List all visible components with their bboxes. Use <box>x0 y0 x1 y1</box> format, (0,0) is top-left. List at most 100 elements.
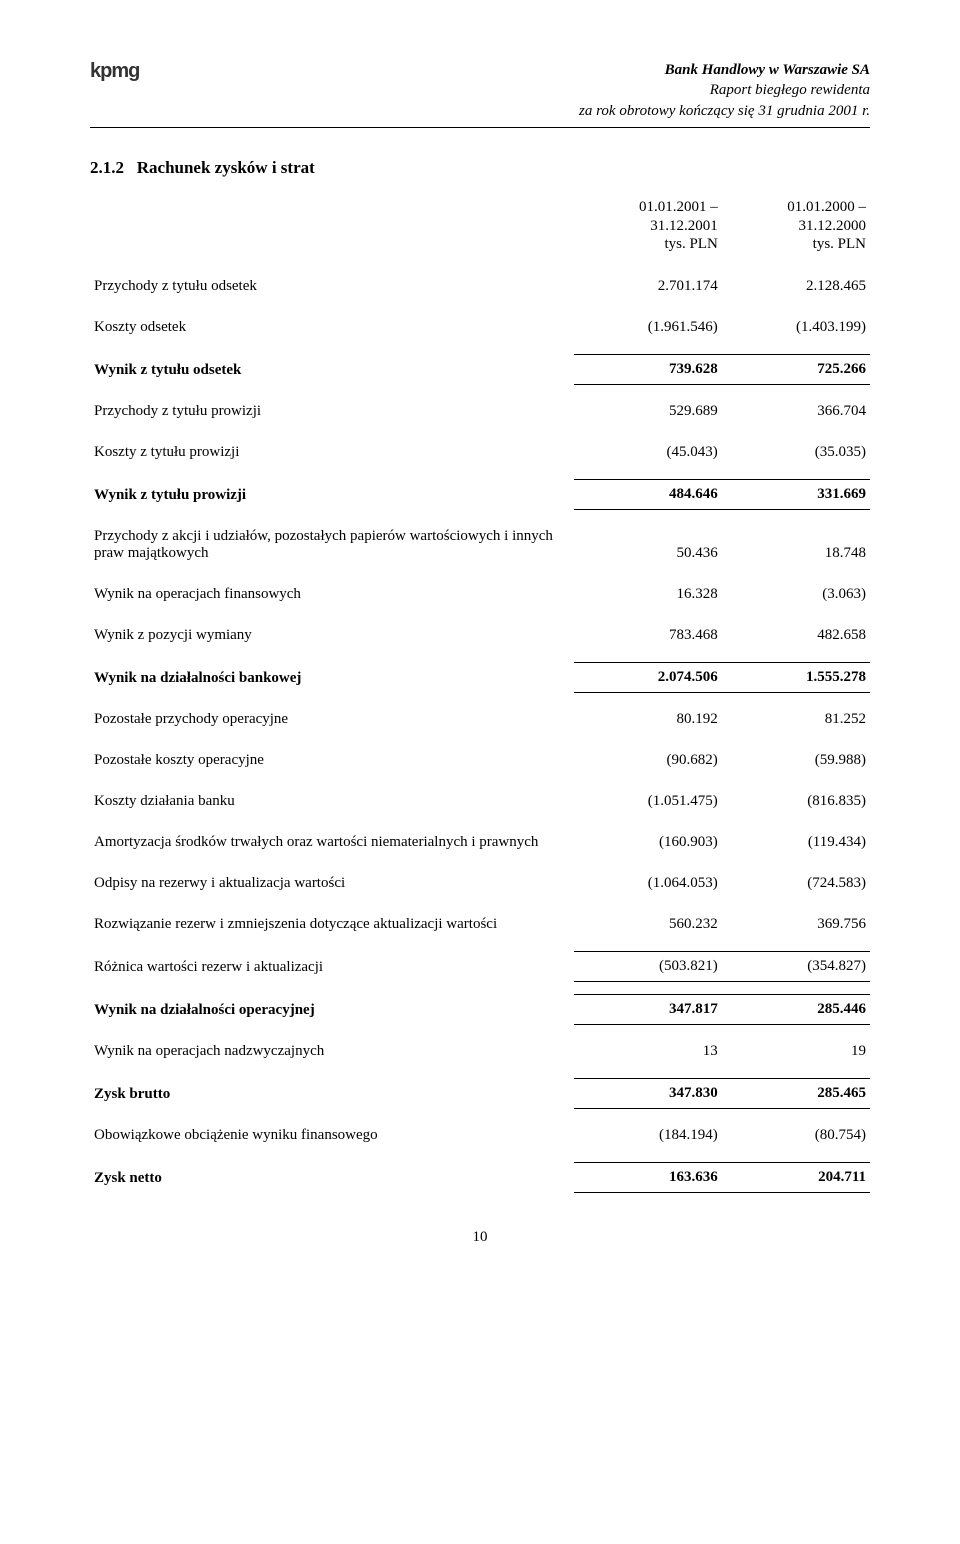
col2-line3: tys. PLN <box>813 236 866 252</box>
company-name: Bank Handlowy w Warszawie SA <box>579 60 870 80</box>
row-value-2: (816.835) <box>722 787 870 816</box>
table-row: Przychody z tytułu odsetek2.701.1742.128… <box>90 272 870 301</box>
col1-line2: 31.12.2001 <box>650 218 718 234</box>
row-value-1: 2.074.506 <box>574 663 722 693</box>
row-label: Wynik na operacjach nadzwyczajnych <box>90 1037 574 1066</box>
col1-line1: 01.01.2001 – <box>639 199 718 215</box>
row-label: Obowiązkowe obciążenie wyniku finansoweg… <box>90 1121 574 1150</box>
spacer-row <box>90 857 870 869</box>
row-label: Koszty odsetek <box>90 313 574 342</box>
row-value-1: (1.064.053) <box>574 869 722 898</box>
row-value-1: 347.817 <box>574 995 722 1025</box>
row-value-2: (35.035) <box>722 438 870 467</box>
row-value-2: (119.434) <box>722 828 870 857</box>
col2-header: 01.01.2000 – 31.12.2000 tys. PLN <box>722 192 870 260</box>
spacer-row <box>90 1066 870 1079</box>
header-line-2: Raport biegłego rewidenta <box>579 80 870 100</box>
col2-line1: 01.01.2000 – <box>787 199 866 215</box>
income-statement-table: 01.01.2001 – 31.12.2001 tys. PLN 01.01.2… <box>90 192 870 1193</box>
column-header-row: 01.01.2001 – 31.12.2001 tys. PLN 01.01.2… <box>90 192 870 260</box>
row-label: Amortyzacja środków trwałych oraz wartoś… <box>90 828 574 857</box>
row-value-1: (45.043) <box>574 438 722 467</box>
row-value-1: 347.830 <box>574 1079 722 1109</box>
row-value-1: 13 <box>574 1037 722 1066</box>
row-label: Wynik z pozycji wymiany <box>90 621 574 650</box>
table-row: Pozostałe przychody operacyjne80.19281.2… <box>90 705 870 734</box>
row-label: Rozwiązanie rezerw i zmniejszenia dotycz… <box>90 910 574 939</box>
spacer-row <box>90 260 870 272</box>
row-value-1: 484.646 <box>574 480 722 510</box>
row-value-2: 366.704 <box>722 397 870 426</box>
row-value-2: 331.669 <box>722 480 870 510</box>
page-header: kpmg Bank Handlowy w Warszawie SA Raport… <box>90 60 870 121</box>
row-value-2: (354.827) <box>722 952 870 982</box>
row-label: Wynik na operacjach finansowych <box>90 580 574 609</box>
row-value-1: 739.628 <box>574 355 722 385</box>
table-row: Wynik na działalności operacyjnej347.817… <box>90 995 870 1025</box>
row-value-2: 1.555.278 <box>722 663 870 693</box>
row-value-2: 285.465 <box>722 1079 870 1109</box>
table-row: Pozostałe koszty operacyjne(90.682)(59.9… <box>90 746 870 775</box>
row-label: Wynik na działalności operacyjnej <box>90 995 574 1025</box>
table-row: Wynik z pozycji wymiany783.468482.658 <box>90 621 870 650</box>
row-value-1: 16.328 <box>574 580 722 609</box>
spacer-row <box>90 568 870 580</box>
table-row: Wynik na działalności bankowej2.074.5061… <box>90 663 870 693</box>
table-row: Obowiązkowe obciążenie wyniku finansoweg… <box>90 1121 870 1150</box>
col1-header: 01.01.2001 – 31.12.2001 tys. PLN <box>574 192 722 260</box>
header-line-3: za rok obrotowy kończący się 31 grudnia … <box>579 101 870 121</box>
row-value-1: (1.961.546) <box>574 313 722 342</box>
spacer-row <box>90 693 870 706</box>
col2-line2: 31.12.2000 <box>799 218 867 234</box>
row-label: Przychody z tytułu odsetek <box>90 272 574 301</box>
table-row: Przychody z akcji i udziałów, pozostałyc… <box>90 522 870 568</box>
spacer-row <box>90 734 870 746</box>
table-row: Zysk brutto347.830285.465 <box>90 1079 870 1109</box>
row-value-2: 285.446 <box>722 995 870 1025</box>
row-value-2: 2.128.465 <box>722 272 870 301</box>
table-row: Rozwiązanie rezerw i zmniejszenia dotycz… <box>90 910 870 939</box>
header-rule <box>90 127 870 128</box>
spacer-row <box>90 775 870 787</box>
spacer-row <box>90 1150 870 1163</box>
spacer-row <box>90 816 870 828</box>
row-label: Przychody z tytułu prowizji <box>90 397 574 426</box>
row-label: Odpisy na rezerwy i aktualizacja wartośc… <box>90 869 574 898</box>
row-label: Koszty działania banku <box>90 787 574 816</box>
table-row: Zysk netto163.636204.711 <box>90 1163 870 1193</box>
row-value-1: 80.192 <box>574 705 722 734</box>
table-row: Przychody z tytułu prowizji529.689366.70… <box>90 397 870 426</box>
row-value-2: 369.756 <box>722 910 870 939</box>
spacer-row <box>90 301 870 313</box>
table-row: Koszty działania banku(1.051.475)(816.83… <box>90 787 870 816</box>
row-value-1: (160.903) <box>574 828 722 857</box>
page-number: 10 <box>90 1229 870 1246</box>
spacer-row <box>90 385 870 398</box>
row-value-1: 783.468 <box>574 621 722 650</box>
table-row: Różnica wartości rezerw i aktualizacji(5… <box>90 952 870 982</box>
table-row: Wynik na operacjach nadzwyczajnych1319 <box>90 1037 870 1066</box>
row-label: Zysk brutto <box>90 1079 574 1109</box>
spacer-row <box>90 426 870 438</box>
spacer-row <box>90 609 870 621</box>
row-label: Różnica wartości rezerw i aktualizacji <box>90 952 574 982</box>
row-label: Wynik na działalności bankowej <box>90 663 574 693</box>
col1-line3: tys. PLN <box>664 236 717 252</box>
spacer-row <box>90 1025 870 1038</box>
row-value-2: 204.711 <box>722 1163 870 1193</box>
row-label: Zysk netto <box>90 1163 574 1193</box>
row-value-2: (59.988) <box>722 746 870 775</box>
table-row: Koszty odsetek(1.961.546)(1.403.199) <box>90 313 870 342</box>
spacer-row <box>90 467 870 480</box>
row-value-1: (184.194) <box>574 1121 722 1150</box>
row-value-2: (80.754) <box>722 1121 870 1150</box>
spacer-row <box>90 898 870 910</box>
spacer-row <box>90 650 870 663</box>
spacer-row <box>90 342 870 355</box>
row-value-1: (1.051.475) <box>574 787 722 816</box>
row-label: Wynik z tytułu prowizji <box>90 480 574 510</box>
row-value-2: 18.748 <box>722 522 870 568</box>
row-value-2: (1.403.199) <box>722 313 870 342</box>
row-value-2: (3.063) <box>722 580 870 609</box>
row-value-1: 50.436 <box>574 522 722 568</box>
